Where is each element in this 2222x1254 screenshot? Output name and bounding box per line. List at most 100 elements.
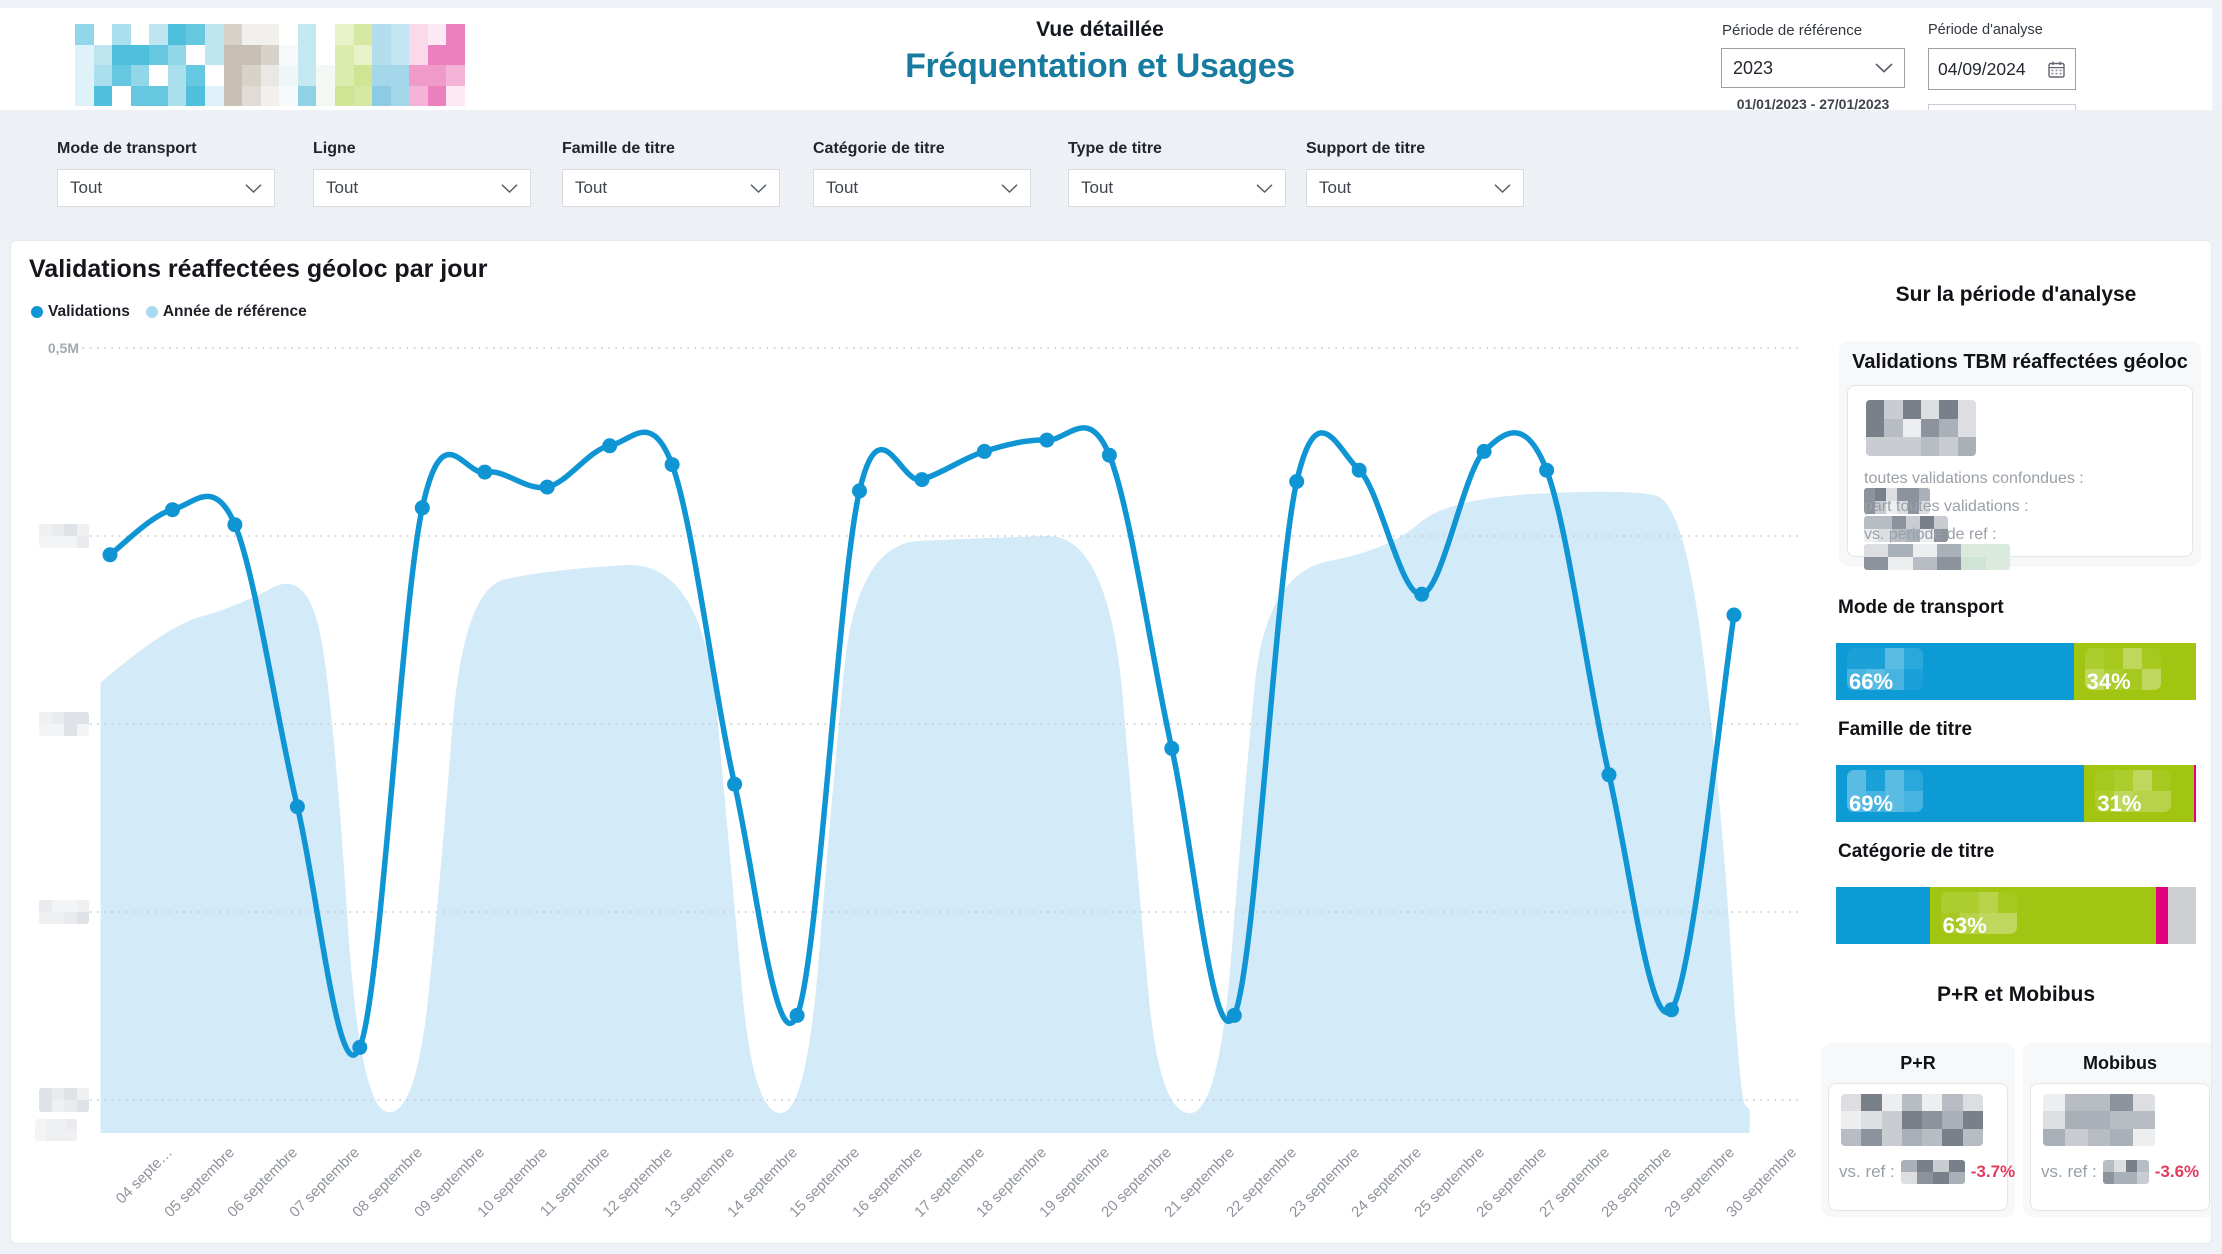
kpi-card-mobibus: Mobibus vs. ref : -3.6% xyxy=(2023,1043,2211,1217)
y-axis-redacted-tick xyxy=(39,524,89,548)
filter-value: Tout xyxy=(826,178,859,197)
filter-label: Famille de titre xyxy=(562,140,675,157)
kpi-vs-ref-line: vs. ref : -3.6% xyxy=(2041,1160,2199,1184)
analysis-period-datepicker[interactable]: 04/09/2024 xyxy=(1928,48,2076,90)
y-axis-redacted-tick xyxy=(39,1088,89,1112)
segment-percent-label: 66% xyxy=(1849,669,1894,694)
report-canvas: Validations réaffectées géoloc par jour … xyxy=(10,240,2212,1244)
y-axis-redacted-tick xyxy=(35,1119,77,1141)
breakdown-title-cat-gorie-de-titre: Catégorie de titre xyxy=(1838,841,1995,862)
filter-dropdown-support-de-titre[interactable]: Tout xyxy=(1306,169,1524,207)
bar-segment-blue[interactable]: 66% xyxy=(1836,643,2074,700)
chevron-down-icon xyxy=(1494,183,1511,193)
legend-dot-icon xyxy=(31,306,43,318)
chevron-down-icon xyxy=(245,183,262,193)
breakdown-bar-mode-de-transport: 66% 34% xyxy=(1836,643,2196,700)
segment-percent-label: 34% xyxy=(2086,669,2131,694)
filter-ligne: Ligne Tout xyxy=(313,140,531,207)
bar-segment-gray[interactable] xyxy=(2167,887,2196,944)
kpi-redacted-value xyxy=(1841,1094,1983,1146)
legend-item[interactable]: Année de référence xyxy=(145,303,307,321)
redacted-segment-name xyxy=(2084,648,2161,690)
filter-label: Support de titre xyxy=(1306,140,1426,157)
filter-value: Tout xyxy=(326,178,359,197)
kpi-redacted-value xyxy=(2043,1094,2155,1146)
tbm-validations-card: Validations TBM réaffectées géoloc toute… xyxy=(1839,341,2201,570)
filter-value: Tout xyxy=(1081,178,1114,197)
app-logo xyxy=(75,24,465,106)
bar-segment-blue[interactable]: 69% xyxy=(1836,765,2085,822)
y-axis-top-tick: 0,5M xyxy=(47,340,79,356)
analysis-period-value: 04/09/2024 xyxy=(1938,58,2026,79)
kpi-vs-ref-line: vs. ref : -3.7% xyxy=(1839,1160,2015,1184)
tbm-detail-line: vs. période de ref : xyxy=(1864,526,2010,570)
kpi-card-title: Mobibus xyxy=(2083,1053,2157,1073)
filter-dropdown-cat-gorie-de-titre[interactable]: Tout xyxy=(813,169,1031,207)
analysis-period-label: Période d'analyse xyxy=(1928,22,2043,38)
y-axis-redacted-tick xyxy=(39,900,89,924)
breakdown-title-mode-de-transport: Mode de transport xyxy=(1838,597,2004,618)
header-bar: Vue détaillée Fréquentation et Usages Pé… xyxy=(0,8,2212,112)
redacted-value xyxy=(2102,1160,2149,1184)
page-subtitle: Vue détaillée xyxy=(1036,18,1164,41)
legend-label: Année de référence xyxy=(162,303,307,320)
chevron-down-icon xyxy=(750,183,767,193)
redacted-value xyxy=(1864,488,1930,514)
segment-percent-label: 69% xyxy=(1849,791,1894,816)
kpi-delta-value: -3.6% xyxy=(2154,1162,2200,1181)
chart-title: Validations réaffectées géoloc par jour xyxy=(29,255,488,283)
filter-value: Tout xyxy=(575,178,608,197)
kpi-card-p-r: P+R vs. ref : -3.7% xyxy=(1821,1043,2015,1217)
filter-dropdown-mode-de-transport[interactable]: Tout xyxy=(57,169,275,207)
tbm-detail-line: part toutes validations : xyxy=(1864,498,2029,542)
redacted-value xyxy=(1864,544,2010,570)
reference-period-range: 01/01/2023 - 27/01/2023 xyxy=(1736,96,1890,112)
filter-famille-de-titre: Famille de titre Tout xyxy=(562,140,780,207)
filter-label: Mode de transport xyxy=(57,140,197,157)
tbm-detail-line: toutes validations confondues : xyxy=(1864,470,2084,514)
kpi-card-title: P+R xyxy=(1900,1053,1936,1073)
filter-label: Ligne xyxy=(313,140,356,157)
tbm-total-redacted-value xyxy=(1866,400,1976,456)
analysis-side-panel: Sur la période d'analyse Validations TBM… xyxy=(1811,241,2211,1243)
bar-segment-magenta[interactable] xyxy=(2193,765,2196,822)
chevron-down-icon xyxy=(1875,63,1893,73)
legend-label: Validations xyxy=(48,303,130,320)
legend-item[interactable]: Validations xyxy=(31,303,130,321)
filter-label: Catégorie de titre xyxy=(813,140,945,157)
reference-year-area-series xyxy=(100,491,1750,1133)
bar-segment-green[interactable]: 63% xyxy=(1929,887,2157,944)
segment-percent-label: 63% xyxy=(1942,913,1987,938)
bar-segment-magenta[interactable] xyxy=(2156,887,2168,944)
breakdown-bar-cat-gorie-de-titre: 63% xyxy=(1836,887,2196,944)
filter-value: Tout xyxy=(1319,178,1352,197)
chevron-down-icon xyxy=(501,183,518,193)
filter-type-de-titre: Type de titre Tout xyxy=(1068,140,1286,207)
filter-dropdown-type-de-titre[interactable]: Tout xyxy=(1068,169,1286,207)
chart-legend: Validations Année de référence xyxy=(31,303,307,321)
breakdown-title-famille-de-titre: Famille de titre xyxy=(1838,719,1973,740)
redacted-segment-name xyxy=(1940,892,2017,934)
filter-dropdown-famille-de-titre[interactable]: Tout xyxy=(562,169,780,207)
filter-value: Tout xyxy=(70,178,103,197)
segment-percent-label: 31% xyxy=(2097,791,2142,816)
side-panel-title: Sur la période d'analyse xyxy=(1895,283,2137,306)
filter-dropdown-ligne[interactable]: Tout xyxy=(313,169,531,207)
reference-period-label: Période de référence xyxy=(1722,22,1863,39)
bar-segment-green[interactable]: 34% xyxy=(2073,643,2196,700)
reference-period-dropdown[interactable]: 2023 xyxy=(1721,48,1905,88)
bar-segment-blue[interactable] xyxy=(1836,887,1930,944)
redacted-value xyxy=(1864,516,1948,542)
header-titles: Vue détaillée Fréquentation et Usages xyxy=(905,18,1295,86)
calendar-icon xyxy=(2048,61,2065,78)
page-title: Fréquentation et Usages xyxy=(905,47,1295,85)
filter-cat-gorie-de-titre: Catégorie de titre Tout xyxy=(813,140,1031,207)
filter-bar: Mode de transport Tout Ligne Tout Famill… xyxy=(0,110,2222,238)
validations-line-chart[interactable] xyxy=(61,331,1801,1166)
kpi-delta-value: -3.7% xyxy=(1970,1162,2016,1181)
redacted-value xyxy=(1900,1160,1965,1184)
chevron-down-icon xyxy=(1001,183,1018,193)
bar-segment-green[interactable]: 31% xyxy=(2084,765,2194,822)
filter-label: Type de titre xyxy=(1068,140,1162,157)
